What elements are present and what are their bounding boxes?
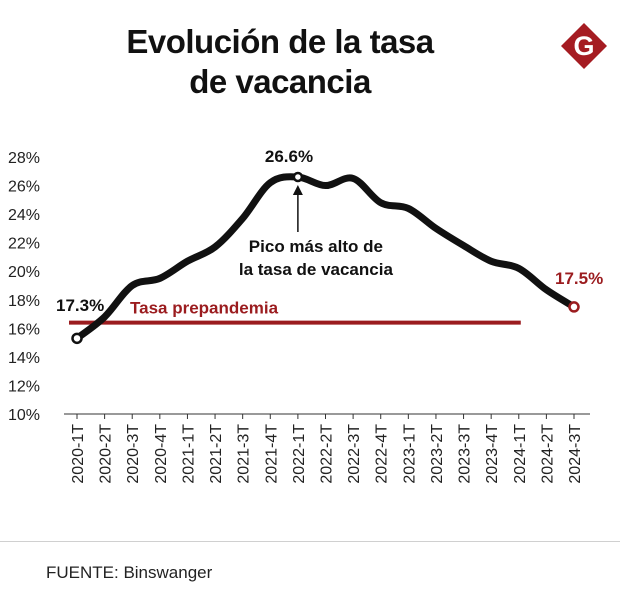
y-tick-label: 14% (8, 350, 40, 367)
y-tick-label: 18% (8, 293, 40, 310)
series-line-vacancia (73, 173, 578, 342)
x-tick-label: 2021-3T (236, 424, 253, 484)
y-tick-label: 10% (8, 407, 40, 424)
x-tick-label: 2021-2T (208, 424, 225, 484)
peak-point-marker (292, 171, 304, 183)
end-point-marker (568, 301, 580, 313)
x-tick-label: 2022-1T (291, 424, 308, 484)
logo-diamond (561, 23, 607, 69)
reference-line-label: Tasa prepandemia (130, 299, 279, 318)
x-axis-ticks: 2020-1T 2020-2T 2020-3T 2020-4T 2021-1T 2021-… (70, 414, 584, 484)
x-tick-label: 2022-2T (319, 424, 336, 484)
x-tick-label: 2021-4T (263, 424, 280, 484)
x-tick-label: 2020-4T (153, 424, 170, 484)
y-axis-ticks: 10% 12% 14% 16% 18% 20% 22% 24% 26% 28% (8, 150, 40, 424)
source-note: FUENTE: Binswanger (46, 563, 213, 582)
x-tick-label: 2022-3T (346, 424, 363, 484)
vacancy-line-chart: 10%12%14%16%18%20%22%24%26%28% 2020-1T 20… (8, 147, 603, 484)
y-tick-label: 22% (8, 236, 40, 253)
x-tick-label: 2020-1T (70, 424, 87, 484)
peak-value-label: 26.6% (265, 147, 313, 166)
y-tick-label: 26% (8, 179, 40, 196)
footer-divider (0, 541, 620, 542)
logo-g-icon: G (561, 23, 607, 69)
title-line-2: de vacancia (189, 63, 371, 100)
x-tick-label: 2023-3T (457, 424, 474, 484)
x-tick-label: 2023-4T (484, 424, 501, 484)
y-tick-label: 16% (8, 321, 40, 338)
x-tick-label: 2024-3T (567, 424, 584, 484)
x-tick-label: 2023-2T (429, 424, 446, 484)
x-tick-label: 2022-4T (374, 424, 391, 484)
annotation-line-1: Pico más alto de (249, 237, 383, 256)
x-tick-label: 2024-1T (512, 424, 529, 484)
start-value-label: 17.3% (56, 296, 104, 315)
x-tick-label: 2024-2T (539, 424, 556, 484)
y-tick-label: 20% (8, 264, 40, 281)
logo-letter: G (573, 31, 594, 61)
x-tick-label: 2021-1T (180, 424, 197, 484)
chart-title: Evolución de la tasa de vacancia (60, 22, 500, 102)
title-line-1: Evolución de la tasa (126, 23, 434, 60)
x-tick-label: 2020-3T (125, 424, 142, 484)
y-tick-label: 12% (8, 378, 40, 395)
end-value-label: 17.5% (555, 269, 603, 288)
x-tick-label: 2023-1T (401, 424, 418, 484)
y-tick-label: 28% (8, 150, 40, 167)
annotation-line-2: la tasa de vacancia (239, 260, 394, 279)
start-point-marker (71, 332, 83, 345)
annotation-arrow-head (292, 184, 303, 195)
y-tick-label: 24% (8, 207, 40, 224)
x-tick-label: 2020-2T (98, 424, 115, 484)
